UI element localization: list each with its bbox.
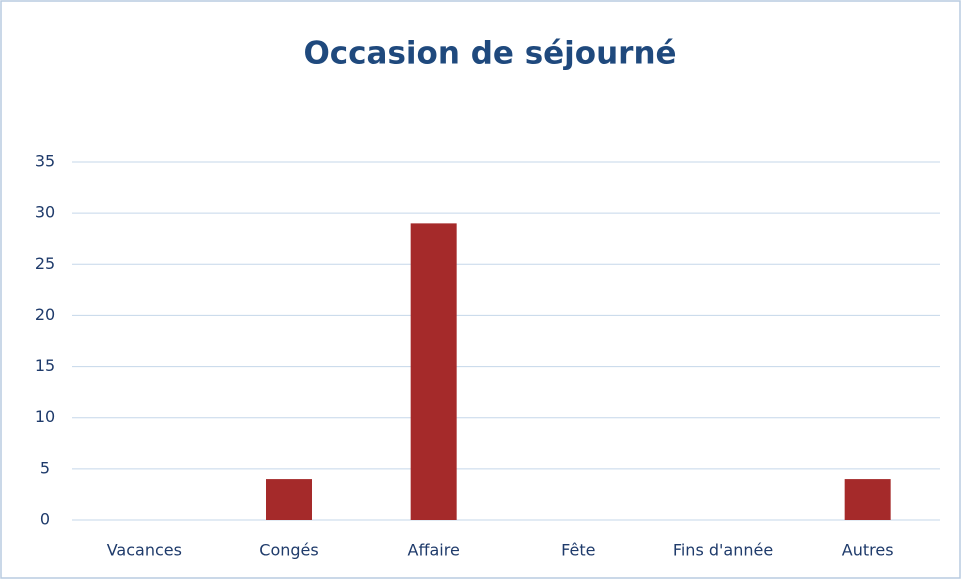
y-tick-label: 20 bbox=[35, 305, 55, 324]
x-tick-label: Congés bbox=[259, 541, 318, 560]
x-tick-label: Fins d'année bbox=[673, 541, 773, 560]
x-tick-label: Affaire bbox=[408, 541, 460, 560]
y-tick-label: 5 bbox=[40, 458, 50, 477]
bar bbox=[410, 223, 457, 520]
x-tick-label: Vacances bbox=[107, 541, 182, 560]
y-tick-label: 10 bbox=[35, 407, 55, 426]
bar bbox=[266, 479, 312, 520]
y-tick-label: 15 bbox=[35, 356, 55, 375]
y-tick-label: 0 bbox=[40, 510, 50, 529]
chart-title: Occasion de séjourné bbox=[303, 36, 676, 72]
y-tick-label: 35 bbox=[35, 152, 55, 171]
bar bbox=[844, 479, 891, 520]
x-tick-label: Autres bbox=[842, 541, 894, 560]
y-tick-label: 25 bbox=[35, 254, 55, 273]
x-tick-label: Fête bbox=[561, 541, 595, 560]
y-tick-label: 30 bbox=[35, 203, 55, 222]
